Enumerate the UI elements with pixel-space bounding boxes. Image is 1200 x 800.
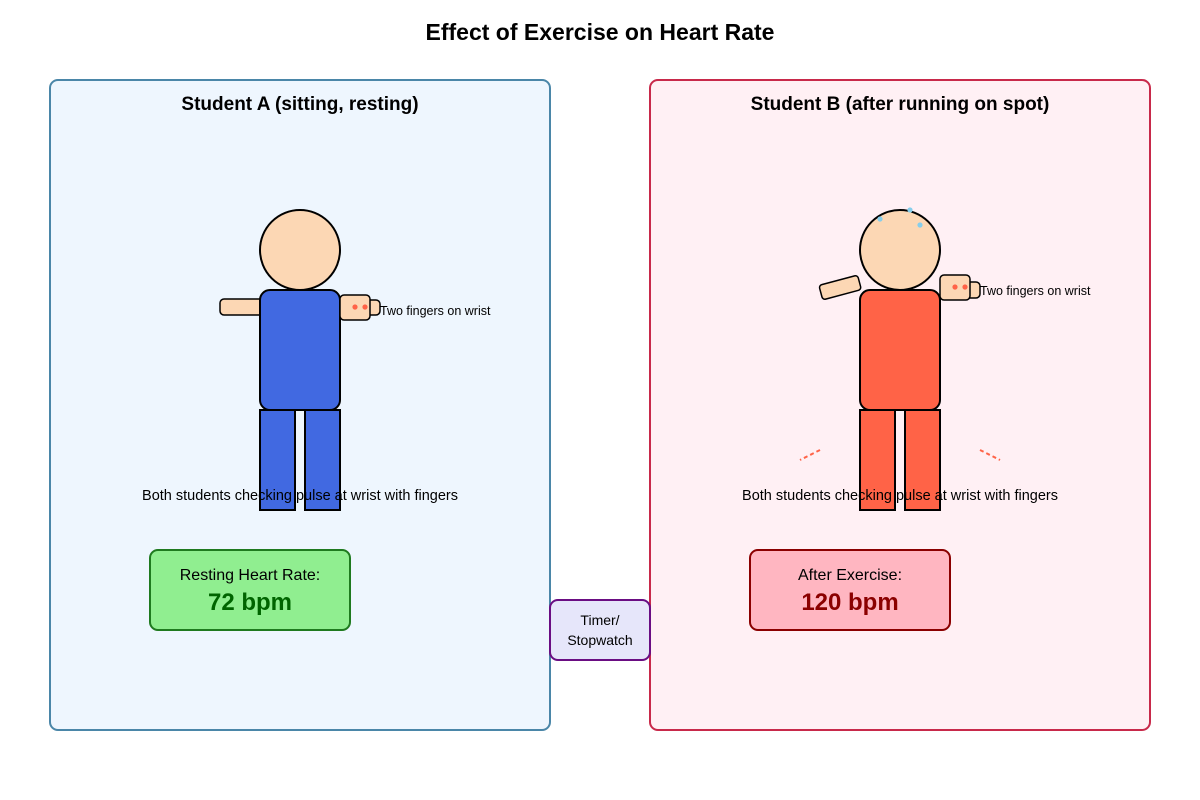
timer-box-border	[549, 599, 651, 661]
student-b-head	[859, 209, 941, 291]
student-b-panel: Student B (after running on spot)	[649, 79, 1151, 731]
student-a-left-leg	[259, 409, 296, 511]
student-a-panel-border	[49, 79, 551, 731]
student-b-wrist-label: Two fingers on wrist	[980, 284, 1091, 298]
student-a-panel: Student A (sitting, resting) Two fingers…	[49, 79, 551, 731]
student-a-rate-value: 72 bpm	[208, 589, 292, 616]
student-b-finger-dot-1	[952, 284, 958, 290]
student-a-rate-label: Resting Heart Rate:	[180, 567, 321, 584]
student-a-wrist-label: Two fingers on wrist	[380, 304, 491, 318]
sweat-drop-icon	[917, 222, 923, 228]
sweat-drop-icon	[877, 216, 883, 222]
student-b-rate-value: 120 bpm	[801, 589, 898, 616]
student-b-left-arm	[818, 274, 862, 300]
student-a-caption: Both students checking pulse at wrist wi…	[142, 488, 458, 504]
student-a-finger-dot-2	[362, 304, 368, 310]
student-a-figure	[219, 209, 381, 511]
student-b-torso	[859, 289, 941, 411]
student-b-finger-dot-2	[962, 284, 968, 290]
timer-box-bg	[550, 600, 650, 660]
student-a-title: Student A (sitting, resting)	[181, 94, 418, 115]
student-b-rate-box: After Exercise: 120 bpm	[749, 549, 951, 631]
timer-label-line1: Timer/	[580, 612, 619, 628]
student-a-rate-box: Resting Heart Rate: 72 bpm	[149, 549, 351, 631]
student-b-caption: Both students checking pulse at wrist wi…	[742, 488, 1058, 504]
motion-line-right	[979, 449, 1001, 461]
student-b-left-leg	[859, 409, 896, 511]
sweat-drop-icon	[907, 207, 913, 213]
student-b-rate-box-bg	[750, 550, 950, 630]
student-b-figure	[799, 207, 1001, 511]
student-b-rate-label: After Exercise:	[798, 567, 902, 584]
student-a-rate-box-bg	[150, 550, 350, 630]
student-a-torso	[259, 289, 341, 411]
student-a-finger-dot-1	[352, 304, 358, 310]
motion-line-left	[799, 449, 821, 461]
student-b-title: Student B (after running on spot)	[751, 94, 1050, 115]
student-a-rate-box-border	[149, 549, 351, 631]
student-b-panel-border	[649, 79, 1151, 731]
student-b-rate-box-border	[749, 549, 951, 631]
student-a-left-arm	[219, 298, 265, 316]
student-b-right-leg	[904, 409, 941, 511]
student-a-head	[259, 209, 341, 291]
diagram-title: Effect of Exercise on Heart Rate	[426, 19, 775, 45]
timer-box: Timer/ Stopwatch	[549, 599, 651, 661]
timer-label-line2: Stopwatch	[567, 632, 632, 648]
